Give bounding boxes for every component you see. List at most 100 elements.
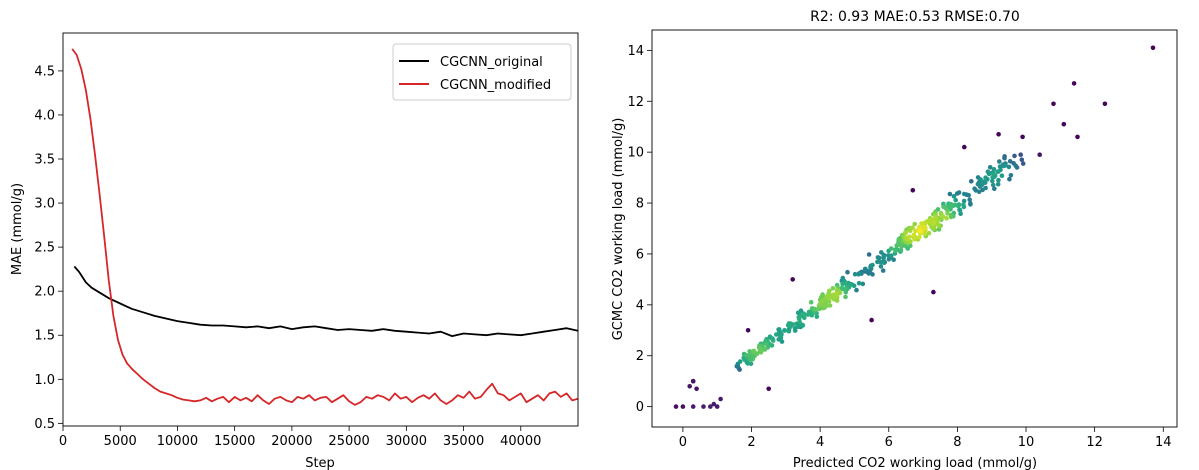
scatter-point [680, 404, 686, 409]
scatter-point [827, 303, 833, 308]
scatter-point [961, 202, 966, 207]
scatter-point [999, 173, 1005, 178]
scatter-point [840, 281, 845, 287]
scatter-point [701, 404, 706, 409]
scatter-point [834, 291, 839, 296]
scatter-point [1061, 121, 1067, 127]
scatter-point [941, 204, 946, 210]
right-x-axis-label: Predicted CO2 working load (mmol/g) [793, 456, 1037, 470]
left-y-tick-label: 4.5 [34, 64, 55, 79]
scatter-point [944, 216, 949, 221]
right-y-tick-label: 8 [636, 197, 644, 212]
scatter-point [820, 298, 825, 303]
scatter-point [969, 179, 974, 184]
scatter-point [875, 255, 881, 260]
scatter-point [898, 247, 904, 253]
scatter-point [1020, 161, 1026, 166]
scatter-point [992, 186, 997, 191]
series-line-cgcnn-modified [71, 48, 578, 406]
scatter-point [690, 378, 696, 384]
scatter-point [981, 179, 986, 185]
scatter-point [796, 310, 802, 316]
scatter-point [1051, 101, 1056, 107]
scatter-point [995, 169, 1000, 175]
scatter-point [1075, 134, 1080, 140]
scatter-point [990, 182, 996, 188]
right-y-tick-label: 4 [636, 298, 644, 313]
scatter-point [796, 316, 802, 322]
scatter-point [854, 287, 859, 293]
left-x-tick-label: 20000 [271, 434, 312, 449]
scatter-point [718, 396, 723, 402]
legend-label-original: CGCNN_original [440, 55, 543, 70]
scatter-point [951, 194, 957, 199]
scatter-point [896, 242, 902, 247]
scatter-point [976, 189, 982, 195]
scatter-point [852, 271, 858, 277]
scatter-point [954, 191, 960, 196]
right-x-tick-label: 12 [1086, 435, 1103, 450]
scatter-point [839, 285, 844, 291]
scatter-point [782, 328, 787, 333]
left-y-tick-label: 0.5 [34, 417, 55, 432]
right-y-tick-label: 10 [627, 146, 644, 161]
scatter-point [1018, 152, 1023, 157]
scatter-point [879, 250, 884, 255]
scatter-point [745, 328, 751, 333]
right-y-tick-label: 6 [636, 247, 644, 262]
scatter-point [770, 338, 776, 343]
scatter-point [814, 314, 820, 319]
scatter-point [786, 321, 792, 327]
scatter-point [880, 259, 885, 265]
scatter-point [945, 211, 950, 216]
scatter-point [1012, 153, 1017, 159]
scatter-point [751, 348, 757, 354]
scatter-point [893, 248, 898, 254]
left-x-tick-label: 10000 [157, 434, 198, 449]
left-y-tick-label: 1.5 [34, 329, 55, 344]
scatter-point [1037, 152, 1042, 157]
scatter-point [948, 214, 954, 220]
scatter-point [863, 266, 868, 272]
scatter-point [953, 197, 958, 203]
left-axis-ticks: 0 5000 10000 15000 20000 25000 30000 35000 40000… [34, 64, 541, 449]
scatter-point [991, 167, 997, 172]
scatter-point [923, 225, 928, 230]
scatter-point [986, 171, 992, 177]
right-x-tick-label: 10 [1018, 435, 1035, 450]
right-x-tick-label: 6 [885, 435, 893, 450]
left-x-axis-label: Step [305, 456, 335, 470]
left-y-tick-label: 1.0 [34, 373, 55, 388]
scatter-point [714, 404, 720, 409]
scatter-point [1020, 134, 1025, 140]
scatter-point [880, 268, 886, 273]
scatter-point [808, 300, 814, 305]
scatter-point [1019, 157, 1025, 162]
left-line-chart: 0 5000 10000 15000 20000 25000 30000 35000 40000… [10, 32, 579, 470]
series-line-cgcnn-original [73, 265, 578, 338]
scatter-point [991, 172, 996, 177]
left-plot-frame [62, 32, 579, 427]
left-x-tick-label: 40000 [500, 434, 541, 449]
scatter-point [1007, 176, 1012, 182]
scatter-point [919, 221, 924, 226]
scatter-point [967, 197, 972, 202]
left-y-tick-label: 3.0 [34, 197, 55, 212]
scatter-point [708, 404, 713, 409]
scatter-point [870, 262, 875, 268]
scatter-point [687, 384, 692, 389]
scatter-point [845, 269, 850, 275]
scatter-point [824, 294, 830, 300]
scatter-point [968, 202, 973, 207]
scatter-point [997, 159, 1002, 164]
left-y-axis-label: MAE (mmol/g) [10, 183, 25, 275]
right-x-tick-label: 14 [1155, 435, 1172, 450]
scatter-point [962, 191, 967, 197]
scatter-point [996, 177, 1001, 183]
scatter-point [860, 281, 866, 287]
scatter-point [694, 386, 699, 392]
scatter-point [957, 207, 962, 213]
scatter-point [1102, 101, 1108, 107]
scatter-point [1001, 163, 1006, 169]
scatter-point [881, 254, 886, 260]
